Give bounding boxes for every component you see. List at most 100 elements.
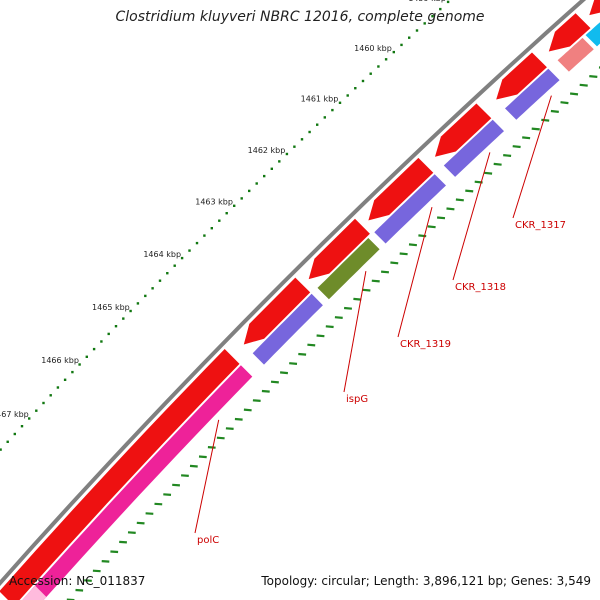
scale-dot xyxy=(285,152,289,156)
gc-tick xyxy=(371,279,380,283)
gc-tick xyxy=(541,118,550,122)
gene-reverse xyxy=(557,37,594,72)
scale-dot xyxy=(188,249,191,252)
scale-dot xyxy=(180,256,184,260)
gc-tick xyxy=(353,297,362,301)
gene-leader-line xyxy=(397,206,433,338)
gc-tick xyxy=(316,334,325,338)
gc-tick xyxy=(234,417,243,421)
scale-dot xyxy=(400,43,403,47)
scale-dot xyxy=(71,370,74,374)
gc-tick xyxy=(75,588,84,592)
scale-dot xyxy=(122,317,125,320)
gc-tick xyxy=(344,306,352,310)
genome-backbone xyxy=(0,0,587,587)
scale-label: 1467 kbp xyxy=(0,410,29,419)
gene-reverse xyxy=(22,585,47,600)
gc-tick xyxy=(127,531,136,534)
gene-reverse xyxy=(505,68,560,120)
gc-tick xyxy=(101,560,110,563)
gc-tick xyxy=(110,550,119,554)
gc-tick xyxy=(512,145,521,149)
scale-dot xyxy=(20,425,24,428)
gc-tick xyxy=(325,325,334,329)
gc-tick xyxy=(243,408,252,412)
gene-leader-line xyxy=(194,419,220,534)
scale-dot xyxy=(203,234,206,237)
gene-reverse xyxy=(252,293,323,365)
gene-label: polC xyxy=(197,535,219,546)
gene-forward xyxy=(308,218,370,280)
scale-dot xyxy=(415,29,419,32)
scale-dot xyxy=(423,22,426,25)
scale-label: 1460 kbp xyxy=(354,44,392,53)
gc-tick xyxy=(289,362,298,365)
scale-dot xyxy=(42,401,45,405)
gc-tick xyxy=(225,427,234,430)
scale-dot xyxy=(316,123,319,126)
gc-tick xyxy=(334,316,343,319)
scale-dot xyxy=(13,432,16,436)
gene-reverse xyxy=(22,365,253,600)
gc-tick xyxy=(119,540,127,544)
gc-tick xyxy=(399,252,408,256)
gene-forward xyxy=(589,0,600,16)
scale-dot xyxy=(144,294,147,298)
scale-dot xyxy=(49,394,52,397)
gc-tick xyxy=(298,352,307,356)
gc-tick xyxy=(189,464,198,468)
scale-dot xyxy=(300,138,304,141)
gene-forward xyxy=(548,13,591,52)
scale-dot xyxy=(338,101,342,104)
gene-forward xyxy=(243,277,311,345)
genome-title: Clostridium kluyveri NBRC 12016, complet… xyxy=(115,9,485,25)
scale-label: 1461 kbp xyxy=(301,95,339,104)
gc-tick xyxy=(560,101,569,105)
gene-leader-line xyxy=(343,271,367,393)
gene-label: ispG xyxy=(346,394,368,405)
gc-tick xyxy=(307,343,316,347)
scale-dot xyxy=(331,108,334,112)
scale-dot xyxy=(158,279,162,282)
gene-leader-line xyxy=(512,95,552,219)
gc-tick xyxy=(493,162,502,166)
scale-ticks: 1459 kbp 1460 kbp 1461 kbp 1462 kbp 1463 kbp… xyxy=(0,0,446,419)
scale-dot xyxy=(346,94,349,97)
gene-reverse xyxy=(443,119,504,177)
scale-dot xyxy=(225,212,228,215)
scale-dot xyxy=(255,182,258,185)
gc-tick xyxy=(280,371,288,375)
gene-forward xyxy=(368,157,434,221)
accession-text: Accession: NC_011837 xyxy=(9,574,146,588)
scale-dot xyxy=(439,7,442,11)
gc-tick xyxy=(270,380,279,384)
gene-label: CKR_1319 xyxy=(400,339,451,350)
gc-tick xyxy=(154,502,163,506)
scale-dot xyxy=(56,386,60,389)
scale-dot xyxy=(278,160,281,163)
scale-dot xyxy=(308,130,311,134)
scale-dot xyxy=(0,448,2,451)
gc-tick xyxy=(181,474,189,477)
scale-dot xyxy=(408,36,411,39)
scale-dot xyxy=(293,145,296,148)
gc-tick xyxy=(207,446,216,449)
scale-dot xyxy=(100,340,103,343)
gene-forward xyxy=(435,103,492,157)
scale-dot xyxy=(384,58,388,61)
scale-label: 1466 kbp xyxy=(41,356,79,365)
scale-dot xyxy=(240,197,243,200)
gc-tick xyxy=(427,225,436,229)
gc-tick xyxy=(216,436,225,440)
scale-dot xyxy=(210,227,213,230)
gene-label: CKR_1318 xyxy=(455,282,506,293)
scale-dot xyxy=(263,174,266,178)
scale-label: 1465 kbp xyxy=(92,303,130,312)
gc-tick xyxy=(145,512,154,515)
gc-tick xyxy=(390,261,399,265)
gc-tick xyxy=(484,171,493,175)
gc-tick xyxy=(408,243,418,247)
scale-dot xyxy=(85,355,88,358)
scale-dot xyxy=(270,167,273,170)
gc-tick xyxy=(172,483,180,487)
